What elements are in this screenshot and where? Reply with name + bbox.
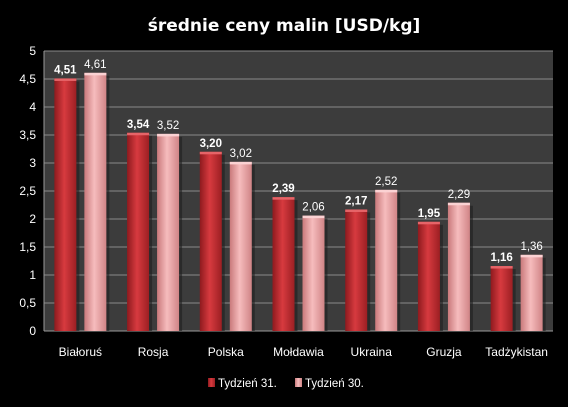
x-tick-label: Polska [208,345,244,359]
bar-1-3 [199,151,222,331]
chart-title: średnie ceny malin [USD/kg] [148,16,421,36]
bar-1-6 [417,221,440,331]
bar-cap [375,189,398,193]
data-label: 4,61 [84,59,106,71]
bar-cap [127,132,150,136]
bar-cap [417,221,440,225]
data-label: 2,17 [345,195,367,207]
y-tick-label: 0,5 [19,296,36,310]
x-tick-label: Białoruś [59,345,102,359]
x-tick-label: Tadżykistan [485,345,548,359]
bar-2-6 [447,202,470,331]
y-tick-label: 1,5 [19,240,36,254]
legend: Tydzień 31. Tydzień 30. [208,378,364,390]
bar-cap [54,78,77,81]
data-label: 3,20 [200,138,222,150]
x-tick-label: Rosja [138,345,169,359]
legend-swatch-series-1 [208,378,215,387]
data-label: 3,54 [127,119,150,131]
bar-2-3 [229,161,252,331]
y-tick-label: 3 [29,156,36,170]
bar-cap [157,133,180,137]
bar-1-2 [127,132,150,331]
data-label: 2,29 [448,189,470,201]
data-label: 2,06 [302,202,324,214]
bar-1-7 [490,266,513,331]
legend-label-series-1: Tydzień 31. [218,378,277,390]
data-label: 2,39 [272,183,294,195]
bar-cap [272,197,295,200]
x-tick-label: Ukraina [351,345,393,359]
bar-cap [490,266,513,269]
bar-cap [345,209,368,212]
y-tick-label: 0 [29,324,36,338]
data-label: 1,95 [418,208,441,220]
data-label: 1,36 [520,241,542,253]
y-tick-label: 1 [29,268,36,282]
x-tick-label: Gruzja [426,345,462,359]
y-tick-label: 3,5 [19,128,36,142]
x-tick-label: Mołdawia [273,345,324,359]
y-tick-label: 2 [29,212,36,226]
y-tick-label: 5 [29,44,36,58]
bar-cap [199,151,222,155]
legend-label-series-2: Tydzień 30. [305,378,364,390]
data-label: 3,02 [230,148,252,160]
bar-cap [229,161,252,165]
y-tick-label: 4,5 [19,72,36,86]
bar-2-7 [520,254,543,331]
y-tick-label: 4 [29,100,36,114]
data-label: 4,51 [54,64,77,76]
bar-cap [84,72,107,76]
legend-swatch-series-2 [295,378,302,387]
bar-2-5 [375,189,398,331]
bar-1-4 [272,197,295,331]
bar-2-4 [302,215,325,331]
bar-cap [520,254,543,258]
bar-1-5 [345,209,368,331]
bar-2-2 [157,133,180,331]
bar-2-1 [84,72,107,331]
data-label: 2,52 [375,176,397,188]
data-label: 3,52 [157,120,179,132]
bar-1-1 [54,78,77,331]
bar-cap [302,215,325,219]
y-tick-label: 2,5 [19,184,36,198]
bar-cap [447,202,470,206]
data-label: 1,16 [490,252,512,264]
